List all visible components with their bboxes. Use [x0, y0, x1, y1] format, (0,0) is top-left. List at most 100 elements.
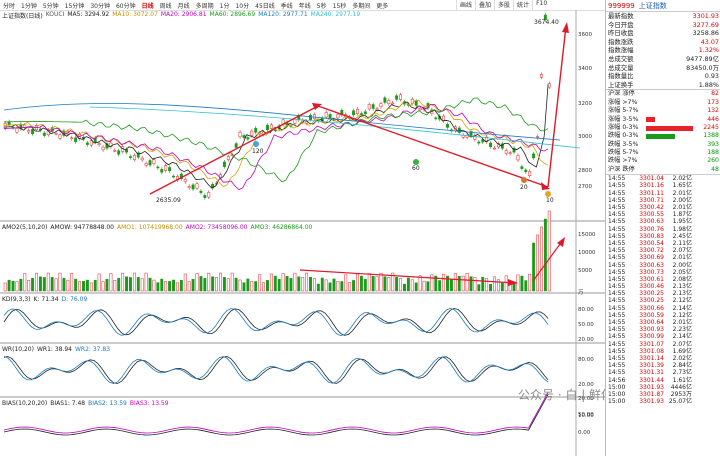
volume-bar — [493, 276, 496, 292]
volume-bar — [58, 272, 62, 292]
kline-chart[interactable] — [0, 0, 605, 456]
tick-p: 3300.59 — [639, 311, 664, 319]
volume-bar — [328, 282, 332, 292]
period-tab-13[interactable]: 季线 — [280, 2, 293, 10]
tick-p: 3301.11 — [639, 189, 664, 197]
tick-list[interactable]: 14:55 3301.04 2.02亿 14:55 3301.16 1.65亿 14:55 3… — [606, 174, 720, 405]
candle-body — [101, 146, 105, 151]
volume-bar — [207, 272, 211, 292]
volume-bar — [403, 283, 406, 292]
candle-body — [85, 142, 89, 145]
tool-button-2[interactable]: 多股 — [494, 0, 513, 10]
period-tab-5[interactable]: 60分钟 — [115, 2, 136, 10]
ma120-line — [3, 103, 561, 141]
period-tab-8[interactable]: 月线 — [177, 2, 190, 10]
period-tab-1[interactable]: 1分钟 — [21, 2, 37, 10]
candle-body — [387, 100, 391, 104]
tick-q: 1.98亿 — [672, 225, 692, 233]
amo-tick-3: 万 — [578, 290, 584, 296]
candle-body — [129, 156, 132, 158]
tool-button-1[interactable]: 叠加 — [475, 0, 494, 10]
volume-bar — [199, 276, 203, 292]
volume-bar — [324, 279, 328, 292]
bias-tick-1: 10.00 — [578, 413, 594, 419]
volume-bar — [258, 274, 262, 292]
stat-value: 83450.0万 — [686, 63, 719, 72]
candle-body — [434, 117, 438, 120]
period-tab-10[interactable]: 1分 — [219, 2, 230, 10]
breadth-value: 173 — [707, 98, 719, 106]
breadth-row-0: 沪深 涨停 82 — [606, 90, 720, 98]
volume-bar — [485, 278, 489, 292]
breadth-list: 沪深 涨停 82 涨幅 >7% 173 涨幅 5-7% 132 涨幅 3-5% 446 涨幅 0… — [606, 89, 720, 174]
tick-q: 2.01亿 — [672, 189, 692, 197]
tool-button-4[interactable]: F10 — [532, 0, 550, 10]
tick-t: 14:55 — [608, 304, 626, 312]
period-tab-14[interactable]: 年线 — [298, 2, 311, 10]
period-tab-17[interactable]: 多期间 — [352, 2, 371, 10]
tick-p: 3301.31 — [639, 369, 664, 377]
volume-bar — [132, 272, 136, 292]
tick-row: 14:55 3300.69 2.01亿 — [606, 254, 720, 261]
tool-button-3[interactable]: 统计 — [513, 0, 532, 10]
period-tab-18[interactable]: 更多 — [376, 2, 389, 10]
period-tab-7[interactable]: 周线 — [159, 2, 172, 10]
volume-bar — [254, 281, 258, 292]
kd-tick-2: 20.00 — [578, 337, 594, 343]
breadth-value: 393 — [707, 140, 719, 148]
period-tab-12[interactable]: 45日线 — [255, 2, 275, 10]
period-tab-15[interactable]: 5秒 — [316, 2, 327, 10]
ma20-line — [3, 104, 549, 191]
period-tab-3[interactable]: 15分钟 — [64, 2, 85, 10]
volume-bar — [230, 272, 234, 292]
tick-row: 14:55 3300.25 2.13亿 — [606, 290, 720, 297]
volume-bar — [262, 282, 265, 292]
tick-t: 14:55 — [608, 333, 626, 341]
tool-button-0[interactable]: 画线 — [456, 0, 475, 10]
candle-body — [493, 147, 496, 150]
period-tab-6[interactable]: 日线 — [141, 2, 154, 10]
volume-bar — [172, 279, 175, 292]
volume-bar — [113, 280, 117, 292]
period-tab-4[interactable]: 30分钟 — [90, 2, 110, 10]
period-tab-0[interactable]: 分时 — [3, 2, 16, 10]
candle-body — [226, 156, 230, 160]
period-tab-9[interactable]: 多周期 — [195, 2, 214, 10]
volume-bar — [273, 275, 277, 292]
volume-bar — [414, 282, 418, 292]
stats-list: 最新指数 3301.93 今日开盘 3277.69 昨日收盘 3258.86 指数涨跌 43.… — [606, 12, 720, 89]
volume-bar — [144, 272, 148, 292]
candle-body — [211, 183, 215, 189]
ma10-marker-label: 10 — [546, 197, 554, 204]
volume-bar — [301, 277, 305, 292]
bias3-label: BIAS3: 13.59 — [129, 400, 169, 407]
stat-value: 3258.86 — [692, 29, 719, 38]
period-tab-11[interactable]: 10分 — [235, 2, 250, 10]
breadth-label: 沪深 涨停 — [608, 90, 635, 98]
volume-bar — [38, 276, 42, 292]
tick-q: 2.14亿 — [672, 304, 692, 312]
breadth-bar — [646, 100, 693, 105]
stat-row-2: 昨日收盘 3258.86 — [606, 29, 720, 38]
volume-bar — [500, 282, 504, 292]
stat-label: 总成交额 — [608, 54, 634, 63]
candle-body — [152, 159, 156, 164]
volume-bar — [289, 278, 293, 292]
tick-t: 14:55 — [608, 175, 626, 183]
volume-bar — [489, 283, 493, 292]
volume-bar — [547, 210, 551, 292]
candle-body — [89, 140, 93, 146]
breadth-row-1: 涨幅 >7% 173 — [606, 99, 720, 107]
k-line — [3, 308, 549, 336]
main-tick-0: 3600 — [578, 32, 592, 38]
volume-bar — [540, 226, 543, 292]
tick-t: 14:55 — [608, 232, 626, 240]
tick-q: 2.00亿 — [672, 196, 692, 204]
period-tab-16[interactable]: 15秒 — [332, 2, 347, 10]
candle-body — [148, 160, 152, 166]
volume-bar — [187, 281, 191, 292]
volume-bar — [446, 275, 449, 292]
wr1-label: WR1: 38.94 — [36, 346, 72, 353]
trend-arrow-up — [149, 105, 319, 195]
period-tab-2[interactable]: 5分钟 — [42, 2, 59, 10]
